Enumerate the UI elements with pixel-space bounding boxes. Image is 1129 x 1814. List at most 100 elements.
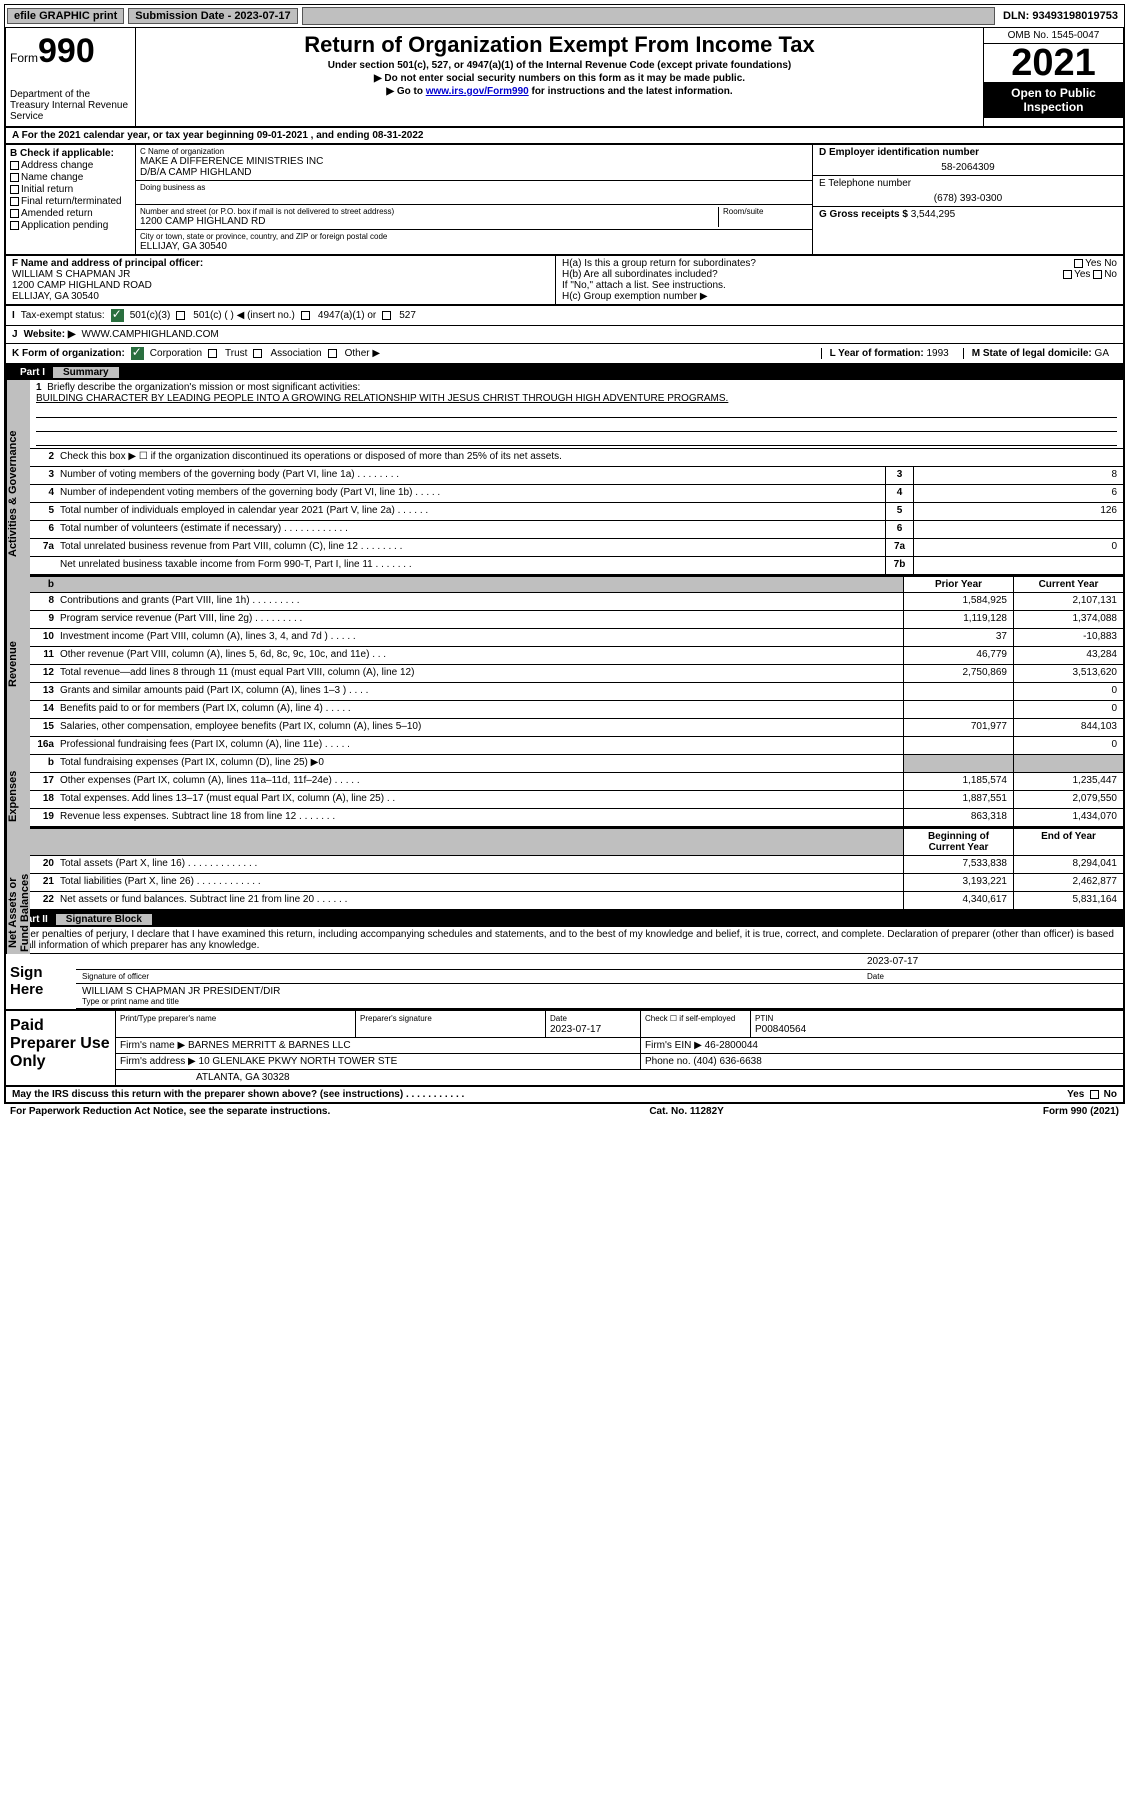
chk-application-pending[interactable]: Application pending	[10, 220, 131, 231]
d-ein-lbl: D Employer identification number	[819, 147, 1117, 158]
col-end: End of Year	[1013, 829, 1123, 855]
submission-date: Submission Date - 2023-07-17	[128, 8, 297, 24]
dept-treasury: Department of the Treasury Internal Reve…	[10, 89, 131, 122]
topbar-spacer	[302, 7, 995, 25]
room-lbl: Room/suite	[723, 207, 808, 216]
ssn-warning: ▶ Do not enter social security numbers o…	[144, 73, 975, 84]
side-netassets: Net Assets or Fund Balances	[6, 872, 30, 954]
part1-header: Part ISummary	[4, 365, 1125, 380]
firm-ein: 46-2800044	[705, 1040, 758, 1051]
year-formation: 1993	[926, 348, 948, 359]
chk-self-employed[interactable]: Check ☐ if self-employed	[645, 1014, 735, 1023]
cat-no: Cat. No. 11282Y	[649, 1106, 723, 1117]
form-header: Form990 Department of the Treasury Inter…	[4, 28, 1125, 128]
tax-exempt-status: ITax-exempt status: 501(c)(3) 501(c) ( )…	[4, 306, 1125, 326]
officer-print-name: WILLIAM S CHAPMAN JR PRESIDENT/DIR	[82, 986, 1117, 997]
klm-row: K Form of organization: Corporation Trus…	[4, 344, 1125, 365]
mission-text: BUILDING CHARACTER BY LEADING PEOPLE INT…	[36, 393, 728, 404]
hb-note: If "No," attach a list. See instructions…	[562, 280, 1117, 291]
part2-header: Part IISignature Block	[4, 912, 1125, 927]
chk-527[interactable]	[382, 311, 391, 320]
paid-preparer: Paid Preparer Use Only Print/Type prepar…	[4, 1011, 1125, 1087]
open-inspection: Open to Public Inspection	[984, 82, 1123, 118]
prep-date: 2023-07-17	[550, 1024, 601, 1035]
ha-yesno[interactable]: Yes No	[1074, 258, 1117, 269]
chk-final-return[interactable]: Final return/terminated	[10, 196, 131, 207]
print-name-lbl: Type or print name and title	[82, 997, 1117, 1006]
officer-city: ELLIJAY, GA 30540	[12, 291, 549, 302]
sign-here-label: Sign Here	[6, 954, 76, 1009]
sig-date: 2023-07-17	[867, 956, 1117, 967]
officer-addr: 1200 CAMP HIGHLAND ROAD	[12, 280, 549, 291]
chk-discuss-no[interactable]	[1090, 1090, 1099, 1099]
chk-assoc[interactable]	[253, 349, 262, 358]
firm-addr2: ATLANTA, GA 30328	[116, 1070, 1123, 1085]
tax-year: 2021	[984, 44, 1123, 82]
dln: DLN: 93493198019753	[999, 10, 1122, 22]
state-domicile: GA	[1095, 348, 1109, 359]
hb-yesno[interactable]: Yes No	[1063, 269, 1117, 280]
ptin: P00840564	[755, 1024, 806, 1035]
side-activities: Activities & Governance	[6, 380, 30, 608]
side-expenses: Expenses	[6, 720, 30, 872]
topbar: efile GRAPHIC print Submission Date - 20…	[4, 4, 1125, 28]
chk-name-change[interactable]: Name change	[10, 172, 131, 183]
discuss-row: May the IRS discuss this return with the…	[4, 1087, 1125, 1104]
section-abc: B Check if applicable: Address change Na…	[4, 145, 1125, 256]
chk-corp[interactable]	[131, 347, 144, 360]
chk-other[interactable]	[328, 349, 337, 358]
city-state-zip: ELLIJAY, GA 30540	[140, 241, 808, 252]
firm-name: BARNES MERRITT & BARNES LLC	[188, 1040, 351, 1051]
org-name: MAKE A DIFFERENCE MINISTRIES INC	[140, 156, 808, 167]
ein-value: 58-2064309	[819, 162, 1117, 173]
col-current: Current Year	[1013, 577, 1123, 592]
form-title: Return of Organization Exempt From Incom…	[144, 32, 975, 58]
col-prior: Prior Year	[903, 577, 1013, 592]
form-subtitle: Under section 501(c), 527, or 4947(a)(1)…	[144, 60, 975, 71]
firm-addr: 10 GLENLAKE PKWY NORTH TOWER STE	[199, 1056, 398, 1067]
gross-receipts: 3,544,295	[911, 209, 956, 220]
chk-4947[interactable]	[301, 311, 310, 320]
efile-print-btn[interactable]: efile GRAPHIC print	[7, 8, 124, 24]
col-begin: Beginning of Current Year	[903, 829, 1013, 855]
goto-link-line: ▶ Go to www.irs.gov/Form990 for instruct…	[144, 86, 975, 97]
chk-501c3[interactable]	[111, 309, 124, 322]
f-officer-lbl: F Name and address of principal officer:	[12, 258, 549, 269]
signature-block: Under penalties of perjury, I declare th…	[4, 927, 1125, 1011]
website-row: JWebsite: ▶WWW.CAMPHIGHLAND.COM	[4, 326, 1125, 344]
sig-date-lbl: Date	[867, 972, 1117, 981]
l1-text: Briefly describe the organization's miss…	[47, 382, 360, 393]
form-number: Form990	[10, 32, 131, 71]
website-value: WWW.CAMPHIGHLAND.COM	[82, 329, 219, 340]
firm-phone: (404) 636-6638	[693, 1056, 761, 1067]
form-ref: Form 990 (2021)	[1043, 1106, 1119, 1117]
g-gross-lbl: G Gross receipts $	[819, 209, 908, 220]
side-revenue: Revenue	[6, 608, 30, 720]
e-phone-lbl: E Telephone number	[819, 178, 1117, 189]
phone-value: (678) 393-0300	[819, 193, 1117, 204]
section-fh: F Name and address of principal officer:…	[4, 256, 1125, 306]
page-footer: For Paperwork Reduction Act Notice, see …	[4, 1104, 1125, 1119]
prep-label: Paid Preparer Use Only	[6, 1011, 116, 1085]
org-dba: D/B/A CAMP HIGHLAND	[140, 167, 808, 178]
addr-lbl: Number and street (or P.O. box if mail i…	[140, 207, 718, 216]
chk-initial-return[interactable]: Initial return	[10, 184, 131, 195]
chk-501c[interactable]	[176, 311, 185, 320]
officer-name: WILLIAM S CHAPMAN JR	[12, 269, 549, 280]
chk-address-change[interactable]: Address change	[10, 160, 131, 171]
summary-grid: Activities & Governance Revenue Expenses…	[4, 380, 1125, 912]
l2-text: Check this box ▶ ☐ if the organization d…	[56, 449, 1123, 466]
b-title: B Check if applicable:	[10, 148, 131, 159]
ha-label: H(a) Is this a group return for subordin…	[562, 258, 756, 269]
irs-link[interactable]: www.irs.gov/Form990	[426, 86, 529, 97]
tax-year-line: A For the 2021 calendar year, or tax yea…	[4, 128, 1125, 145]
chk-amended-return[interactable]: Amended return	[10, 208, 131, 219]
sig-officer-lbl: Signature of officer	[82, 972, 867, 981]
c-name-lbl: C Name of organization	[140, 147, 808, 156]
city-lbl: City or town, state or province, country…	[140, 232, 808, 241]
chk-trust[interactable]	[208, 349, 217, 358]
dba-lbl: Doing business as	[140, 183, 808, 192]
perjury-text: Under penalties of perjury, I declare th…	[6, 927, 1123, 953]
hc-label: H(c) Group exemption number ▶	[562, 291, 1117, 302]
street-address: 1200 CAMP HIGHLAND RD	[140, 216, 718, 227]
